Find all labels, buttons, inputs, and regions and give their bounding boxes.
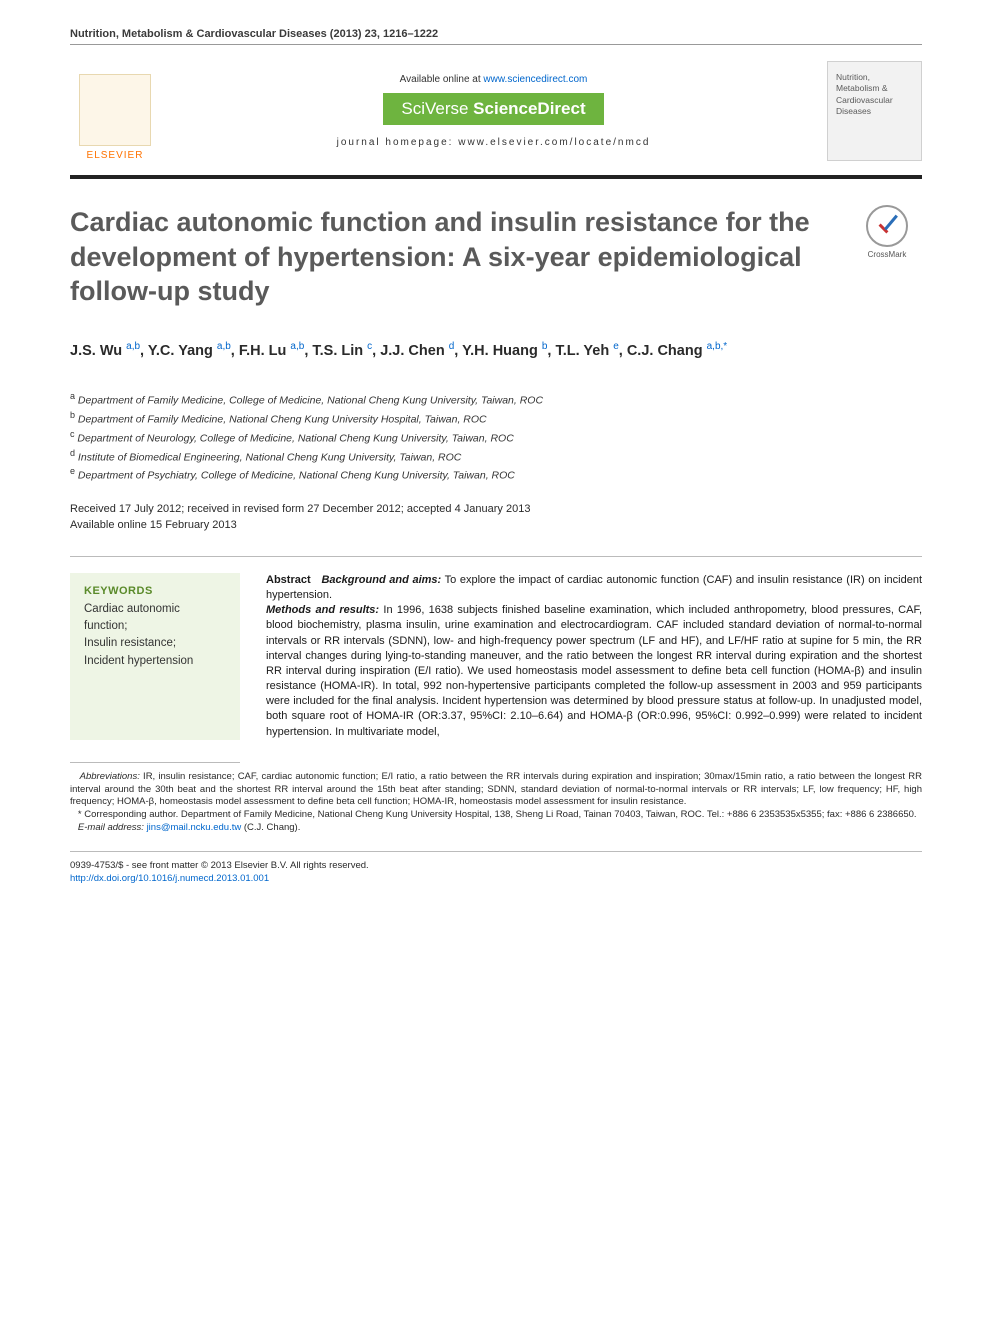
email-link[interactable]: jins@mail.ncku.edu.tw — [147, 822, 242, 833]
affiliation-item: d Institute of Biomedical Engineering, N… — [70, 447, 922, 466]
elsevier-logo: ELSEVIER — [70, 61, 160, 161]
footnote-divider — [70, 762, 240, 763]
homepage-label: journal homepage: — [337, 137, 459, 148]
methods-results-label: Methods and results: — [266, 604, 379, 616]
crossmark-icon — [866, 205, 908, 247]
journal-citation: Nutrition, Metabolism & Cardiovascular D… — [70, 28, 922, 40]
thick-divider — [70, 175, 922, 179]
affiliation-item: a Department of Family Medicine, College… — [70, 390, 922, 409]
email-line: E-mail address: jins@mail.ncku.edu.tw (C… — [70, 822, 922, 835]
crossmark-label: CrossMark — [852, 250, 922, 259]
available-online-line: Available online 15 February 2013 — [70, 518, 922, 534]
title-row: Cardiac autonomic function and insulin r… — [70, 205, 922, 309]
affiliations: a Department of Family Medicine, College… — [70, 390, 922, 484]
abstract-label: Abstract — [266, 574, 311, 586]
issn-copyright: 0939-4753/$ - see front matter © 2013 El… — [70, 860, 922, 873]
abbreviations: Abbreviations: IR, insulin resistance; C… — [70, 771, 922, 809]
author-list: J.S. Wu a,b, Y.C. Yang a,b, F.H. Lu a,b,… — [70, 339, 922, 363]
keywords-box: KEYWORDS Cardiac autonomic function;Insu… — [70, 573, 240, 740]
paper-title: Cardiac autonomic function and insulin r… — [70, 205, 832, 309]
body-grid: KEYWORDS Cardiac autonomic function;Insu… — [70, 573, 922, 740]
elsevier-wordmark: ELSEVIER — [87, 150, 144, 161]
keywords-heading: KEYWORDS — [84, 585, 226, 597]
background-aims-label: Background and aims: — [321, 574, 441, 586]
header-divider — [70, 44, 922, 45]
article-dates: Received 17 July 2012; received in revis… — [70, 502, 922, 534]
available-prefix: Available online at — [400, 74, 484, 85]
bottom-divider — [70, 851, 922, 852]
crossmark-badge[interactable]: CrossMark — [852, 205, 922, 259]
keywords-list: Cardiac autonomic function;Insulin resis… — [84, 601, 226, 670]
publisher-header: ELSEVIER Available online at www.science… — [70, 61, 922, 161]
elsevier-tree-icon — [79, 74, 151, 146]
bottom-info: 0939-4753/$ - see front matter © 2013 El… — [70, 860, 922, 886]
journal-homepage: journal homepage: www.elsevier.com/locat… — [180, 137, 807, 148]
header-center: Available online at www.sciencedirect.co… — [180, 74, 807, 148]
sciverse-text: SciVerse — [401, 99, 473, 118]
abbrev-text: IR, insulin resistance; CAF, cardiac aut… — [70, 771, 922, 808]
available-online: Available online at www.sciencedirect.co… — [180, 74, 807, 85]
sciverse-banner: SciVerse ScienceDirect — [383, 93, 603, 125]
received-line: Received 17 July 2012; received in revis… — [70, 502, 922, 518]
email-label: E-mail address: — [78, 822, 147, 833]
corresp-text: Department of Family Medicine, National … — [178, 809, 916, 820]
footnotes: Abbreviations: IR, insulin resistance; C… — [70, 771, 922, 835]
thin-divider — [70, 556, 922, 557]
corresp-label: * Corresponding author. — [78, 809, 178, 820]
corresponding-author: * Corresponding author. Department of Fa… — [70, 809, 922, 822]
affiliation-item: e Department of Psychiatry, College of M… — [70, 465, 922, 484]
homepage-url: www.elsevier.com/locate/nmcd — [458, 137, 650, 148]
sciencedirect-text: ScienceDirect — [473, 99, 585, 118]
affiliation-item: c Department of Neurology, College of Me… — [70, 428, 922, 447]
affiliation-item: b Department of Family Medicine, Nationa… — [70, 409, 922, 428]
abbrev-label: Abbreviations: — [80, 771, 140, 782]
abstract: Abstract Background and aims: To explore… — [266, 573, 922, 740]
email-suffix: (C.J. Chang). — [241, 822, 300, 833]
sciencedirect-link[interactable]: www.sciencedirect.com — [483, 74, 587, 85]
methods-results-text: In 1996, 1638 subjects finished baseline… — [266, 604, 922, 737]
doi-link[interactable]: http://dx.doi.org/10.1016/j.numecd.2013.… — [70, 873, 269, 884]
journal-cover-thumbnail: Nutrition, Metabolism & Cardiovascular D… — [827, 61, 922, 161]
